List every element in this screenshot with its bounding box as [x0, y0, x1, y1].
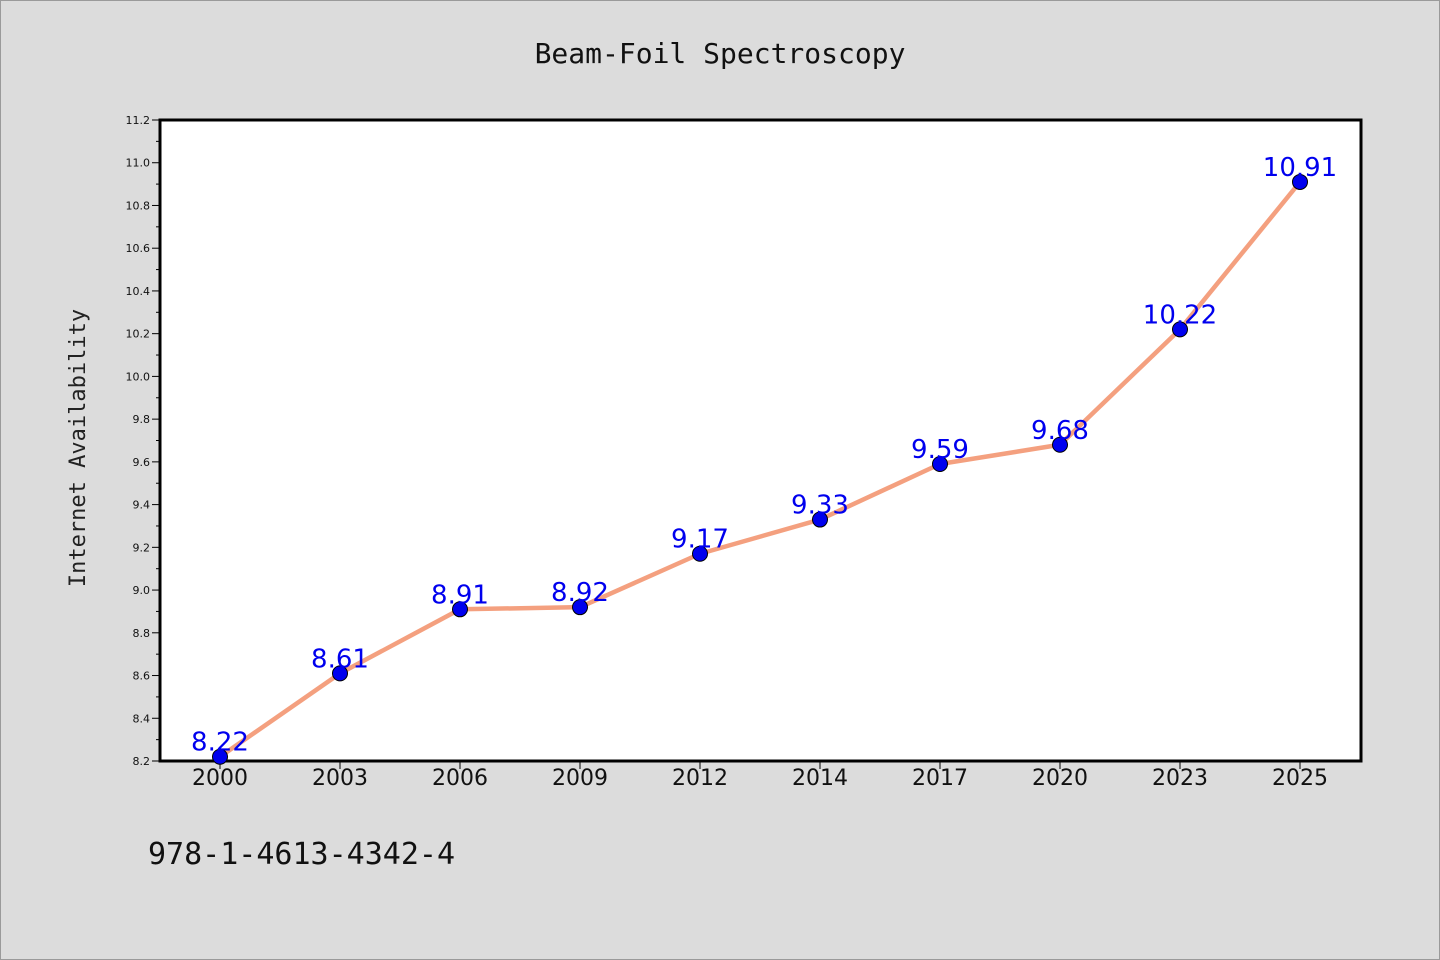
y-tick-label: 9.4 — [133, 499, 151, 512]
data-point — [1292, 173, 1308, 190]
y-tick-label: 9.0 — [133, 584, 151, 597]
x-tick-label: 2020 — [1032, 766, 1088, 791]
plot-area — [158, 118, 1363, 763]
x-tick-label: 2025 — [1272, 766, 1328, 791]
data-label: 9.59 — [911, 435, 969, 465]
y-tick-label: 8.8 — [133, 627, 151, 640]
isbn-caption: 978-1-4613-4342-4 — [148, 837, 455, 872]
data-label: 9.33 — [791, 491, 849, 521]
data-label: 10.22 — [1143, 300, 1217, 330]
y-tick-label: 10.4 — [126, 285, 151, 298]
data-label: 8.22 — [191, 728, 249, 758]
y-tick-label: 8.4 — [133, 712, 151, 725]
y-tick-label: 10.6 — [126, 242, 151, 255]
y-tick-label: 10.8 — [126, 199, 151, 212]
data-point — [932, 456, 948, 473]
x-tick-label: 2009 — [552, 766, 608, 791]
y-axis-ticks: 8.2 8.4 8.6 8.8 9.0 9.2 9.4 9.6 9.8 10.0 10.2 10.4 1… — [126, 114, 160, 768]
series-line — [218, 180, 1302, 759]
y-tick-label: 10.2 — [126, 328, 151, 341]
chart-title: Beam-Foil Spectroscopy — [535, 37, 906, 70]
data-point — [332, 665, 348, 682]
x-tick-label: 2006 — [432, 766, 488, 791]
data-point — [452, 601, 468, 618]
y-tick-label: 11.0 — [126, 157, 151, 170]
data-label: 8.92 — [551, 578, 609, 608]
x-axis-ticks: 2000 2003 2006 2009 2012 2014 2017 2020 2023 2025 — [192, 761, 1328, 791]
y-tick-label: 11.2 — [126, 114, 151, 127]
data-point — [572, 599, 588, 616]
x-tick-label: 2003 — [312, 766, 368, 791]
x-tick-label: 2023 — [1152, 766, 1208, 791]
data-labels: 8.22 8.61 8.91 8.92 9.17 9.33 9.59 9.68 10.22 10.… — [191, 153, 1337, 758]
data-point — [1052, 436, 1068, 453]
data-label: 10.91 — [1263, 153, 1337, 183]
y-tick-label: 8.2 — [133, 755, 151, 768]
data-point — [692, 545, 708, 562]
y-tick-label: 8.6 — [133, 670, 151, 683]
data-label: 8.61 — [311, 644, 369, 674]
x-tick-label: 2014 — [792, 766, 848, 791]
data-label: 9.68 — [1031, 416, 1089, 446]
x-tick-label: 2000 — [192, 766, 248, 791]
data-point — [812, 511, 828, 528]
y-tick-label: 9.6 — [133, 456, 151, 469]
data-point — [1172, 321, 1188, 338]
y-tick-label: 9.8 — [133, 413, 151, 426]
y-tick-label: 9.2 — [133, 541, 151, 554]
data-markers — [212, 173, 1308, 765]
data-point — [212, 748, 228, 765]
y-tick-label: 10.0 — [126, 370, 151, 383]
data-label: 9.17 — [671, 525, 729, 555]
x-tick-label: 2012 — [672, 766, 728, 791]
y-axis-label: Internet Availability — [66, 309, 91, 587]
x-tick-label: 2017 — [912, 766, 968, 791]
data-label: 8.91 — [431, 580, 489, 610]
